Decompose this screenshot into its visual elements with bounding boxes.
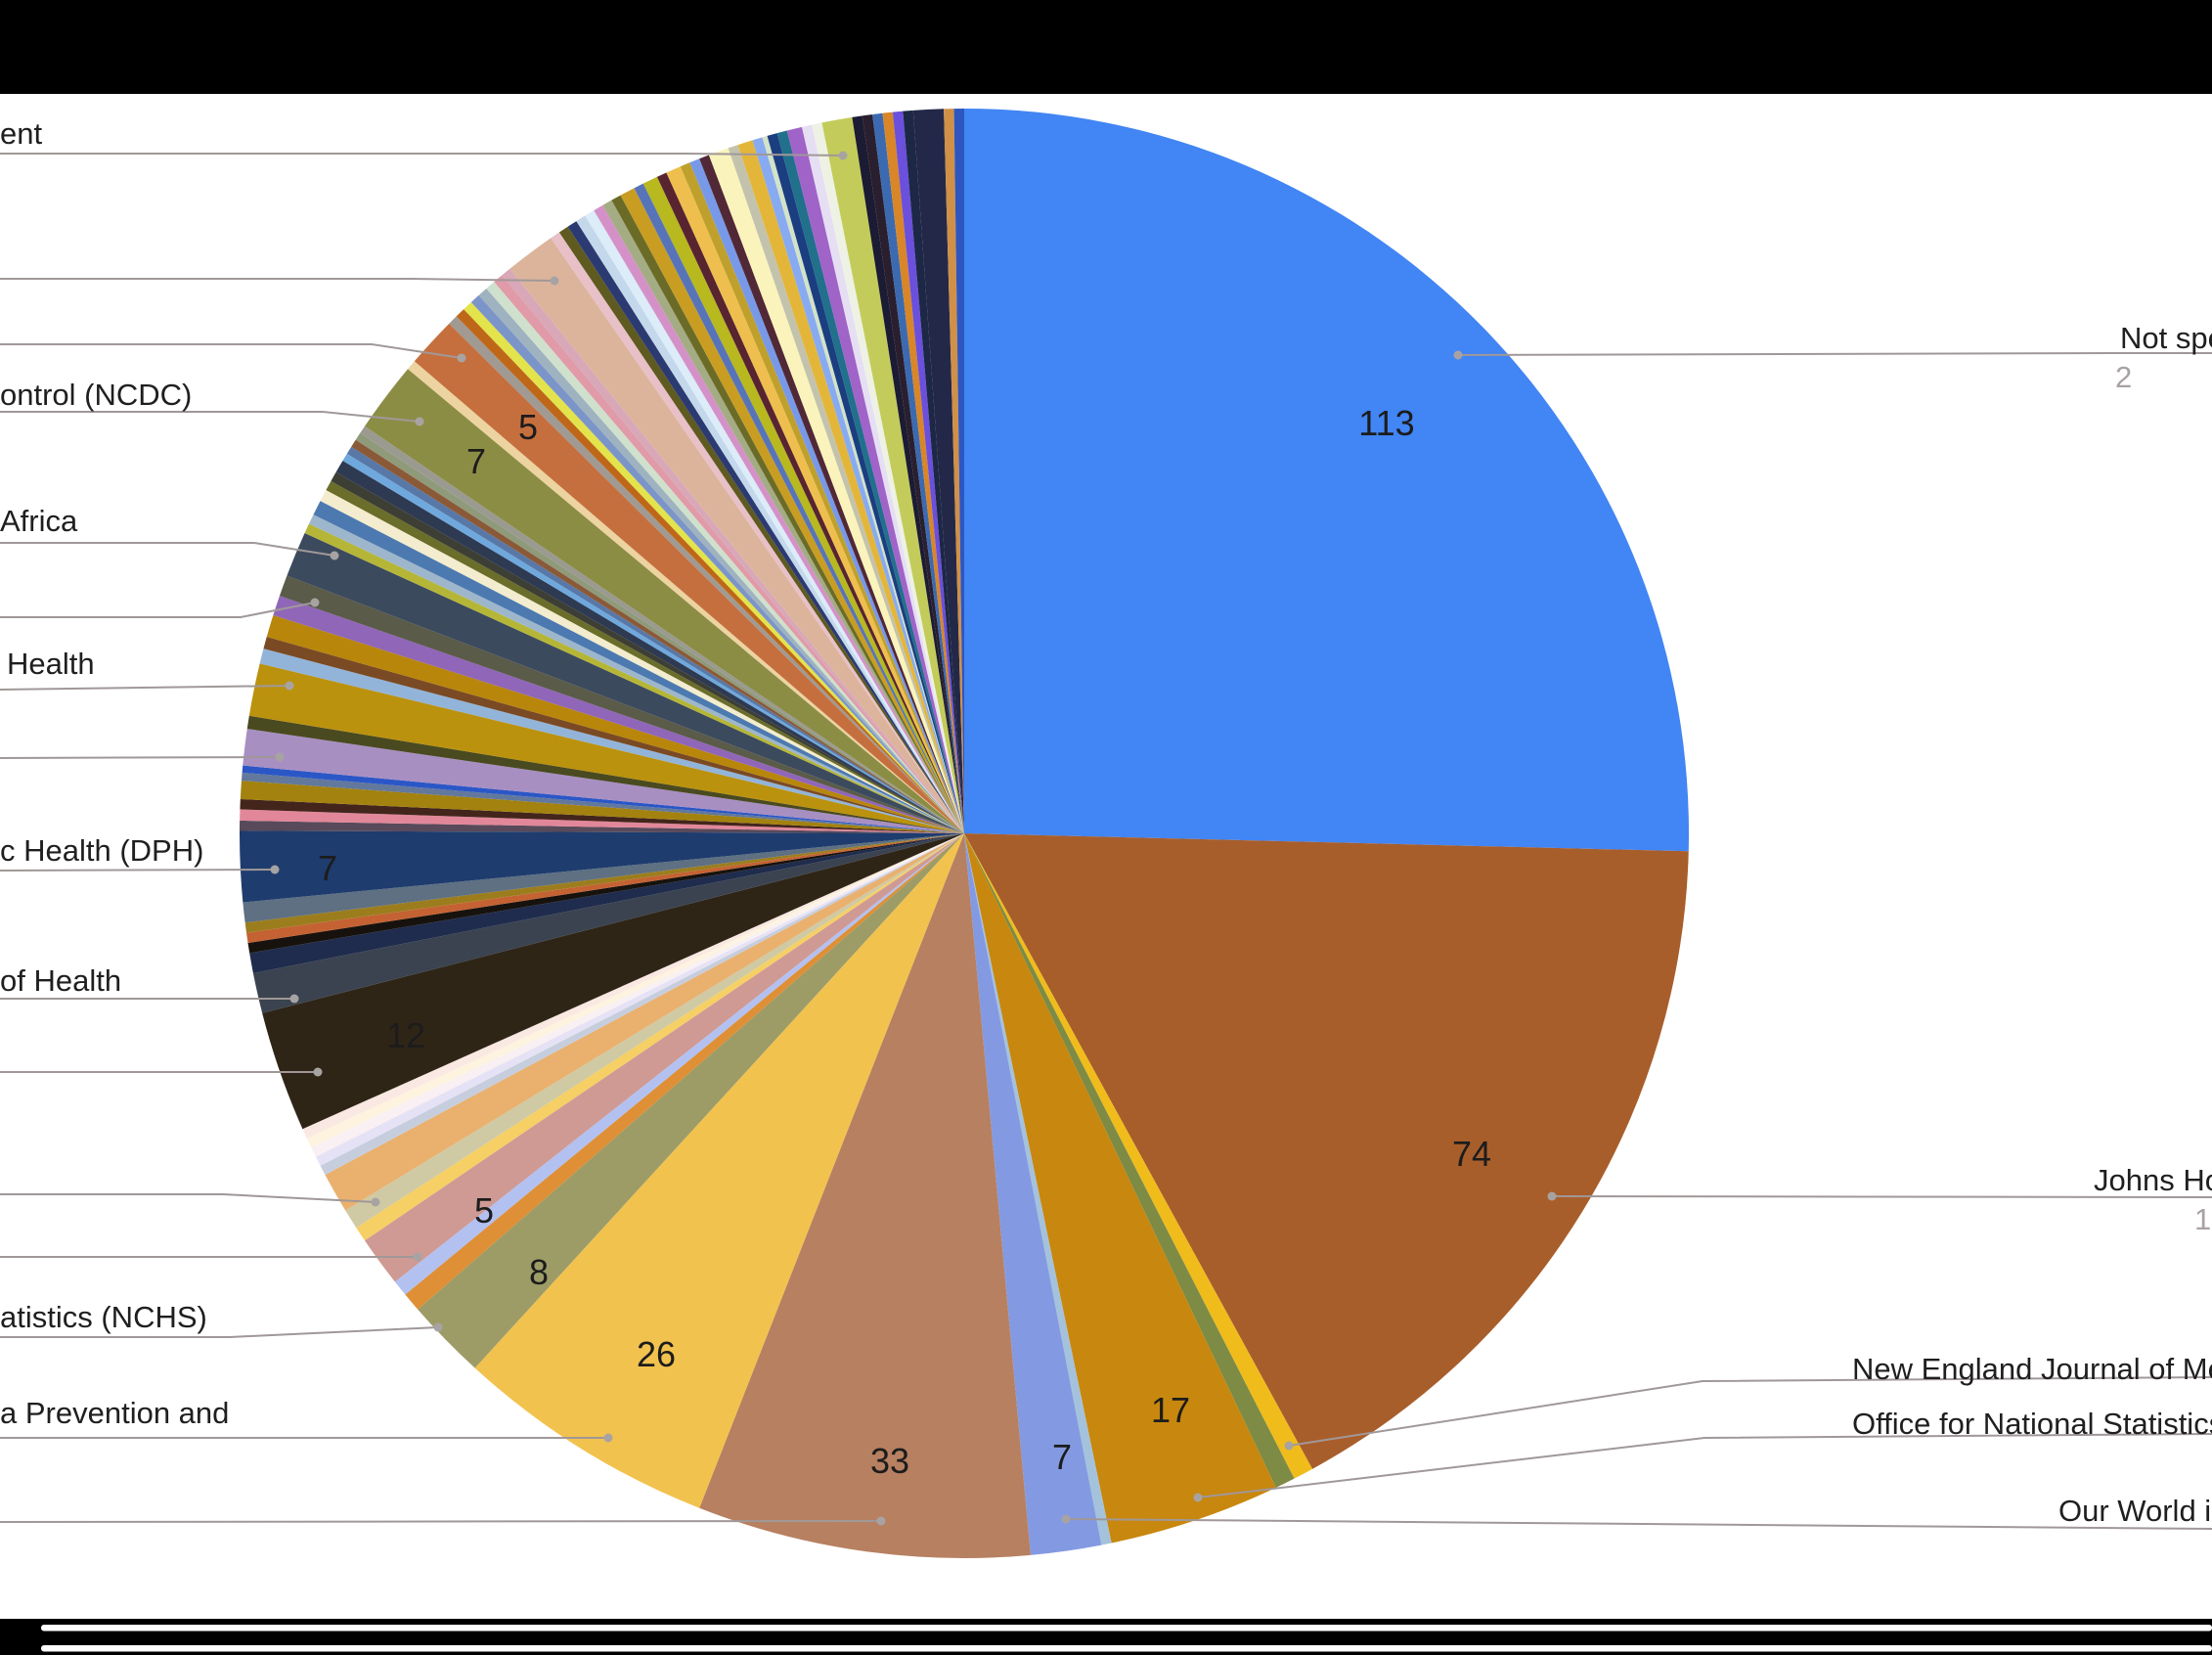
- svg-text:Office for National Statistics: Office for National Statistics (: [1852, 1407, 2212, 1441]
- svg-text:atistics (NCHS): atistics (NCHS): [0, 1300, 207, 1334]
- svg-text:26: 26: [637, 1334, 676, 1374]
- svg-text:Health: Health: [7, 647, 95, 681]
- svg-text:5: 5: [474, 1190, 494, 1230]
- svg-text:7: 7: [1052, 1437, 1072, 1477]
- svg-text:33: 33: [870, 1441, 909, 1481]
- svg-text:c Health (DPH): c Health (DPH): [0, 833, 203, 868]
- svg-text:a Prevention and: a Prevention and: [0, 1396, 229, 1430]
- svg-text:Johns Ho: Johns Ho: [2094, 1163, 2212, 1197]
- svg-text:17: 17: [1151, 1390, 1190, 1430]
- svg-text:Our World in: Our World in: [2058, 1494, 2212, 1528]
- svg-text:7: 7: [318, 848, 337, 888]
- svg-text:Africa: Africa: [0, 504, 78, 538]
- svg-text:5: 5: [518, 407, 538, 447]
- svg-text:of Health: of Health: [0, 963, 121, 998]
- svg-text:1: 1: [2194, 1202, 2211, 1236]
- svg-text:7: 7: [466, 441, 486, 481]
- svg-text:Not spe: Not spe: [2120, 321, 2212, 355]
- svg-text:8: 8: [529, 1252, 549, 1292]
- svg-text:ontrol (NCDC): ontrol (NCDC): [0, 378, 192, 412]
- svg-text:12: 12: [386, 1015, 425, 1055]
- svg-text:2: 2: [2115, 360, 2132, 394]
- svg-text:ent: ent: [0, 116, 42, 151]
- svg-text:113: 113: [1358, 403, 1414, 443]
- svg-text:New England Journal of Med: New England Journal of Med: [1852, 1352, 2212, 1386]
- svg-text:74: 74: [1452, 1134, 1491, 1174]
